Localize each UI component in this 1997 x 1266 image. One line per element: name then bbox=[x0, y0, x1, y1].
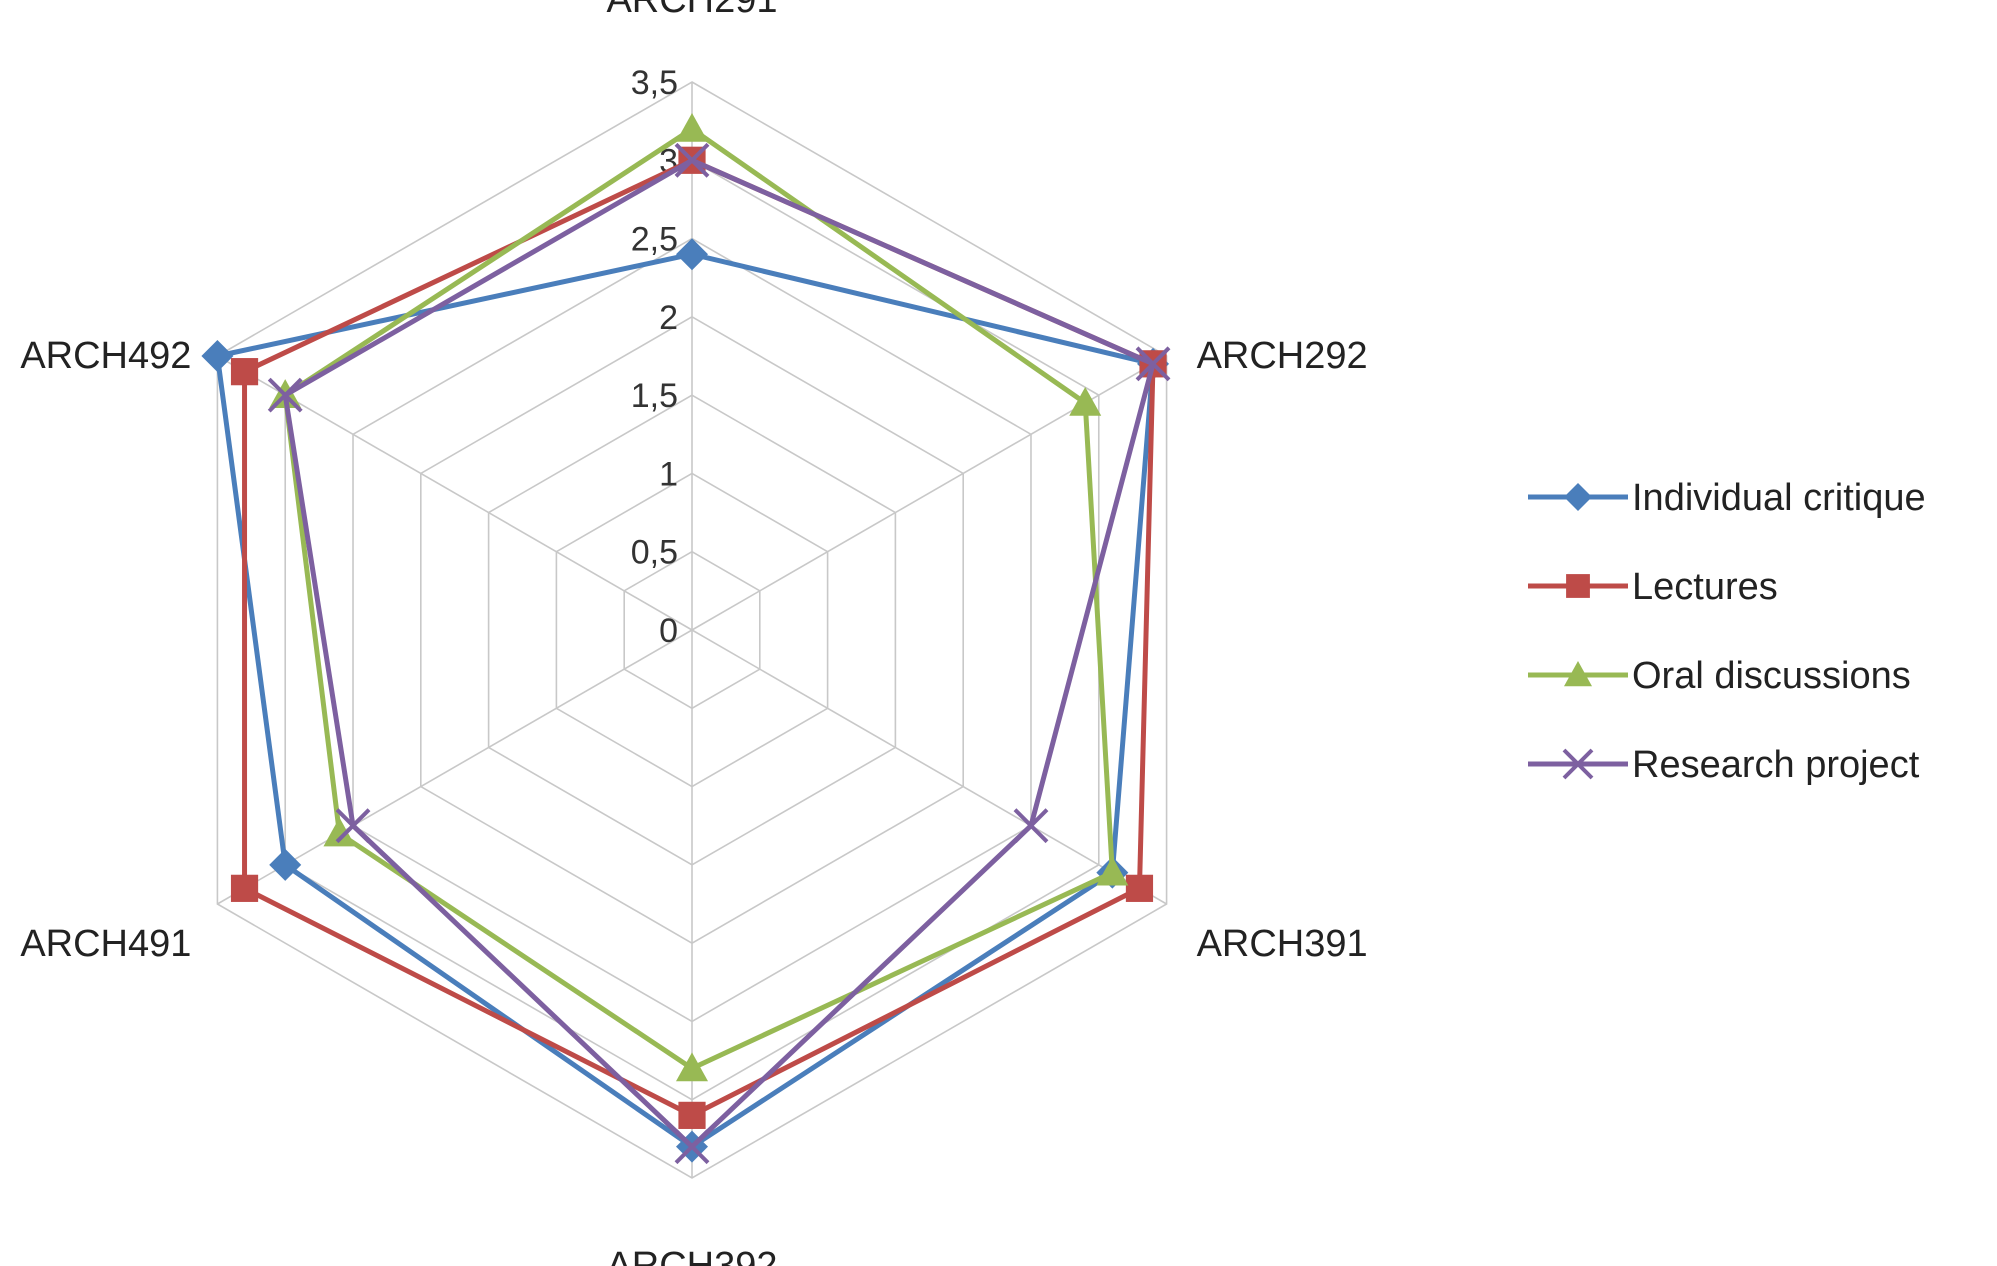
data-point bbox=[676, 238, 708, 271]
category-labels: ARCH291 ARCH292 ARCH391 ARCH392 ARCH491 ARCH4… bbox=[20, 0, 1367, 1266]
data-point bbox=[676, 112, 708, 142]
legend-item: Individual critique bbox=[1528, 477, 1926, 519]
grid-spoke bbox=[217, 629, 693, 905]
category-label: ARCH392 bbox=[606, 1245, 777, 1266]
data-point bbox=[269, 848, 302, 881]
series-lectures bbox=[230, 146, 1167, 1129]
data-point bbox=[674, 142, 710, 178]
radial-tick-labels: 00,511,522,533,5 bbox=[631, 64, 678, 650]
tick-label: 1 bbox=[659, 455, 678, 493]
tick-label: 3,5 bbox=[631, 64, 678, 102]
legend-item: Oral discussions bbox=[1528, 655, 1911, 697]
tick-label: 2 bbox=[659, 299, 678, 337]
data-series bbox=[201, 112, 1171, 1165]
data-point bbox=[323, 817, 356, 847]
data-point bbox=[267, 377, 303, 413]
series-research-project bbox=[267, 142, 1171, 1165]
data-point bbox=[674, 1129, 710, 1165]
tick-label: 2,5 bbox=[631, 221, 678, 259]
tick-label: 0 bbox=[659, 612, 678, 650]
data-point bbox=[230, 358, 259, 386]
legend-item: Research project bbox=[1528, 744, 1920, 786]
legend-label: Lectures bbox=[1632, 566, 1778, 608]
data-point bbox=[1564, 661, 1592, 687]
category-label: ARCH292 bbox=[1197, 335, 1368, 377]
series-line bbox=[282, 126, 1115, 1071]
tick-label: 1,5 bbox=[631, 377, 678, 415]
series-line bbox=[214, 251, 1156, 1150]
data-point bbox=[676, 1052, 708, 1082]
category-label: ARCH492 bbox=[20, 335, 191, 377]
data-point bbox=[1069, 386, 1102, 416]
series-individual-critique bbox=[201, 238, 1170, 1163]
data-point bbox=[1135, 346, 1171, 382]
category-label: ARCH491 bbox=[20, 923, 191, 965]
data-point bbox=[335, 808, 371, 844]
legend-label: Research project bbox=[1632, 744, 1920, 786]
data-point bbox=[1562, 748, 1594, 780]
legend-label: Individual critique bbox=[1632, 477, 1926, 519]
category-label: ARCH291 bbox=[606, 0, 777, 21]
legend: Individual critique Lectures Oral discussi… bbox=[1528, 477, 1926, 786]
data-point bbox=[1125, 874, 1154, 902]
legend-item: Lectures bbox=[1528, 566, 1778, 608]
grid-spoke bbox=[691, 629, 1167, 905]
data-point bbox=[1566, 574, 1590, 598]
legend-label: Oral discussions bbox=[1632, 655, 1911, 697]
category-label: ARCH391 bbox=[1197, 923, 1368, 965]
tick-label: 0,5 bbox=[631, 534, 678, 572]
data-point bbox=[678, 1101, 706, 1129]
data-point bbox=[201, 340, 234, 372]
data-point bbox=[1096, 856, 1129, 886]
data-point bbox=[230, 874, 259, 902]
data-point bbox=[1013, 808, 1049, 844]
data-point bbox=[1564, 483, 1592, 511]
